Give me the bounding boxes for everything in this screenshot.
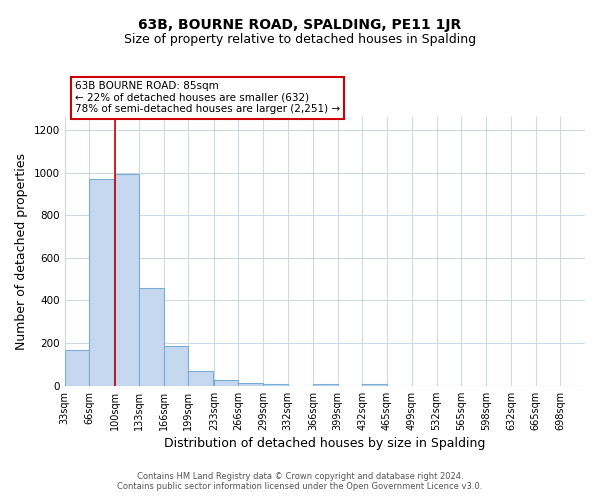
Bar	[263, 384, 287, 386]
Text: 63B BOURNE ROAD: 85sqm
← 22% of detached houses are smaller (632)
78% of semi-de: 63B BOURNE ROAD: 85sqm ← 22% of detached…	[75, 81, 340, 114]
Bar	[214, 380, 238, 386]
X-axis label: Distribution of detached houses by size in Spalding: Distribution of detached houses by size …	[164, 437, 485, 450]
Bar	[313, 384, 338, 386]
Text: 63B, BOURNE ROAD, SPALDING, PE11 1JR: 63B, BOURNE ROAD, SPALDING, PE11 1JR	[139, 18, 461, 32]
Bar	[188, 371, 213, 386]
Bar	[115, 174, 139, 386]
Bar	[362, 384, 387, 386]
Text: Size of property relative to detached houses in Spalding: Size of property relative to detached ho…	[124, 32, 476, 46]
Text: Contains HM Land Registry data © Crown copyright and database right 2024.: Contains HM Land Registry data © Crown c…	[137, 472, 463, 481]
Text: Contains public sector information licensed under the Open Government Licence v3: Contains public sector information licen…	[118, 482, 482, 491]
Bar	[238, 382, 263, 386]
Y-axis label: Number of detached properties: Number of detached properties	[15, 153, 28, 350]
Bar	[164, 346, 188, 386]
Bar	[139, 288, 164, 386]
Bar	[89, 179, 114, 386]
Bar	[65, 350, 89, 386]
